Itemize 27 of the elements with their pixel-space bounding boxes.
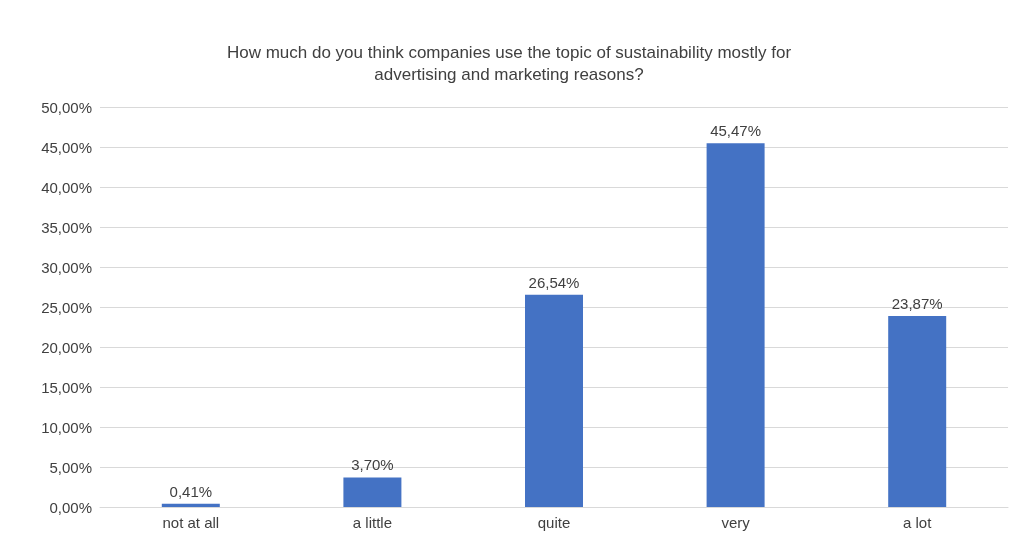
bar: [888, 316, 947, 507]
y-tick-label: 10,00%: [41, 418, 92, 436]
x-tick-label: a little: [352, 514, 392, 531]
data-label: 23,87%: [891, 295, 943, 313]
y-tick-label: 35,00%: [41, 218, 92, 236]
x-tick-label: a lot: [903, 514, 933, 531]
bar: [706, 143, 765, 507]
bar: [161, 503, 220, 507]
y-tick-label: 40,00%: [41, 178, 92, 196]
y-tick-label: 50,00%: [41, 98, 92, 116]
y-tick-label: 45,00%: [41, 138, 92, 156]
x-tick-label: very: [721, 514, 751, 531]
x-tick-label: quite: [537, 514, 571, 531]
y-tick-label: 20,00%: [41, 338, 92, 356]
y-tick-label: 15,00%: [41, 378, 92, 396]
y-tick-label: 25,00%: [41, 298, 92, 316]
y-tick-label: 5,00%: [49, 458, 92, 476]
chart-title: How much do you think companies use the topic of sustainability mostly for advertising and marketing reasons?: [226, 42, 792, 84]
bar: [525, 294, 583, 507]
data-label: 3,70%: [351, 456, 394, 474]
bar: [343, 477, 402, 507]
y-tick-label: 0,00%: [49, 498, 92, 516]
data-label: 0,41%: [169, 482, 213, 500]
x-tick-label: not at all: [162, 514, 220, 531]
y-tick-label: 30,00%: [41, 258, 92, 276]
data-label: 26,54%: [528, 273, 580, 291]
data-label: 45,47%: [710, 122, 762, 140]
